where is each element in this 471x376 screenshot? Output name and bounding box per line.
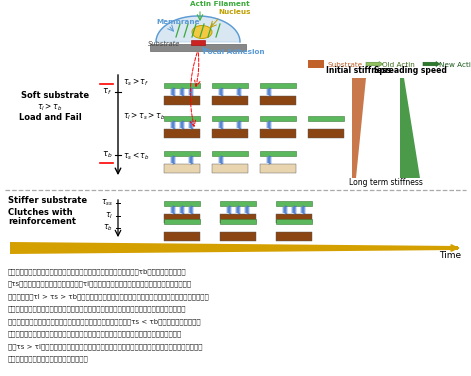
- Bar: [164, 201, 200, 206]
- Bar: [276, 214, 312, 223]
- Bar: [260, 96, 296, 105]
- Bar: [164, 83, 200, 88]
- Bar: [276, 232, 312, 241]
- Bar: [212, 151, 248, 156]
- Text: Focal Adhesion: Focal Adhesion: [203, 49, 265, 55]
- Text: Actin Filament: Actin Filament: [190, 1, 250, 7]
- Bar: [212, 83, 248, 88]
- Bar: [220, 219, 256, 224]
- Text: $\tau_s > \tau_f$: $\tau_s > \tau_f$: [123, 76, 149, 88]
- Bar: [308, 60, 324, 68]
- Text: Membrane: Membrane: [156, 19, 200, 25]
- Text: Soft substrate: Soft substrate: [21, 91, 89, 100]
- Bar: [260, 164, 296, 173]
- Text: New Actin: New Actin: [439, 62, 471, 68]
- Text: Nucleus: Nucleus: [218, 9, 251, 15]
- Text: （τs）與整個細胞點附斑的特徵壽命（τl）之間的比較來理解。在相對較軟的基質上，細胞延展: （τs）與整個細胞點附斑的特徵壽命（τl）之間的比較來理解。在相對較軟的基質上，…: [8, 280, 192, 287]
- Text: Substrate: Substrate: [148, 41, 180, 47]
- Text: Substrate: Substrate: [327, 62, 362, 68]
- Text: Time: Time: [439, 251, 461, 260]
- Bar: [191, 40, 205, 45]
- Bar: [220, 214, 256, 223]
- Bar: [212, 116, 248, 121]
- Bar: [260, 83, 296, 88]
- Polygon shape: [156, 16, 240, 42]
- Bar: [260, 129, 296, 138]
- Bar: [276, 201, 312, 206]
- Bar: [164, 96, 200, 105]
- Bar: [164, 164, 200, 173]
- Text: $\tau_l$: $\tau_l$: [105, 211, 113, 221]
- Bar: [220, 201, 256, 206]
- Text: Load and Fail: Load and Fail: [19, 114, 81, 123]
- Text: $\tau_b$: $\tau_b$: [102, 150, 112, 160]
- Bar: [212, 129, 248, 138]
- Text: Clutches with: Clutches with: [8, 208, 73, 217]
- Bar: [164, 129, 200, 138]
- FancyArrow shape: [366, 62, 383, 67]
- Text: Stiffer substrate: Stiffer substrate: [8, 196, 87, 205]
- Bar: [150, 44, 246, 51]
- Polygon shape: [400, 78, 420, 178]
- Text: Spreading speed: Spreading speed: [374, 66, 447, 75]
- Text: $\tau_s < \tau_b$: $\tau_s < \tau_b$: [123, 150, 150, 162]
- Bar: [308, 129, 344, 138]
- Text: 料的長期剛度。雖然這提高細胞點附壽命但無法限制肌動蛋白逆向流動。在高材料粘度情況下: 料的長期剛度。雖然這提高細胞點附壽命但無法限制肌動蛋白逆向流動。在高材料粘度情況…: [8, 331, 182, 337]
- Text: reinforcement: reinforcement: [8, 217, 76, 226]
- Bar: [260, 116, 296, 121]
- Bar: [164, 214, 200, 223]
- Text: $\tau_b$: $\tau_b$: [103, 223, 113, 233]
- Text: 效。這兩種情況都會導致有限的細胞延展。: 效。這兩種情況都會導致有限的細胞延展。: [8, 355, 89, 362]
- Text: $\tau_{ss}$: $\tau_{ss}$: [101, 198, 113, 208]
- Text: 的最大化將在τl > τs > τb時達到。在此情況下細胞接觸的基質將有較高的初始剛度（雖然其水準: 的最大化將在τl > τs > τb時達到。在此情況下細胞接觸的基質將有較高的初…: [8, 293, 209, 300]
- Bar: [308, 116, 344, 121]
- Text: 在分子鍵接合後會逐漸降低），可以最大限度地減少肌動蛋白逆向流動，同時保持較長的點附壽: 在分子鍵接合後會逐漸降低），可以最大限度地減少肌動蛋白逆向流動，同時保持較長的點…: [8, 305, 187, 312]
- Text: 命，最終導致細胞延展的最大化。相比之下，當基質粘度太低（即τs < τb）時，細胞僅感覺到材: 命，最終導致細胞延展的最大化。相比之下，當基質粘度太低（即τs < τb）時，細…: [8, 318, 201, 324]
- Bar: [260, 151, 296, 156]
- Bar: [212, 164, 248, 173]
- Text: $\tau_l > \tau_b$: $\tau_l > \tau_b$: [37, 101, 63, 113]
- Polygon shape: [10, 242, 458, 254]
- Text: $\tau_l > \tau_s > \tau_b$: $\tau_l > \tau_s > \tau_b$: [123, 110, 165, 121]
- Text: Long term stiffness: Long term stiffness: [349, 178, 423, 187]
- Text: $\tau_f$: $\tau_f$: [102, 87, 112, 97]
- Bar: [164, 232, 200, 241]
- Text: Old Actin: Old Actin: [382, 62, 415, 68]
- Text: （即τs > τl），細胞僅感測到在點附斑壽命期內不會減小的高初始剛度，從而引起分子鍵的過早失: （即τs > τl），細胞僅感測到在點附斑壽命期內不會減小的高初始剛度，從而引起…: [8, 343, 203, 350]
- Bar: [212, 96, 248, 105]
- Ellipse shape: [192, 26, 212, 38]
- FancyArrow shape: [423, 62, 440, 67]
- Bar: [164, 151, 200, 156]
- Bar: [164, 219, 200, 224]
- Text: Initial stiffness: Initial stiffness: [326, 66, 391, 75]
- Polygon shape: [352, 78, 366, 178]
- Bar: [276, 219, 312, 224]
- Bar: [164, 116, 200, 121]
- Text: 圖２：材料粘彈性對細胞行為的調控可通過對點附分子鍵的結合時間（τb）、材料的鬆弛時間: 圖２：材料粘彈性對細胞行為的調控可通過對點附分子鍵的結合時間（τb）、材料的鬆弛…: [8, 268, 187, 274]
- Bar: [220, 232, 256, 241]
